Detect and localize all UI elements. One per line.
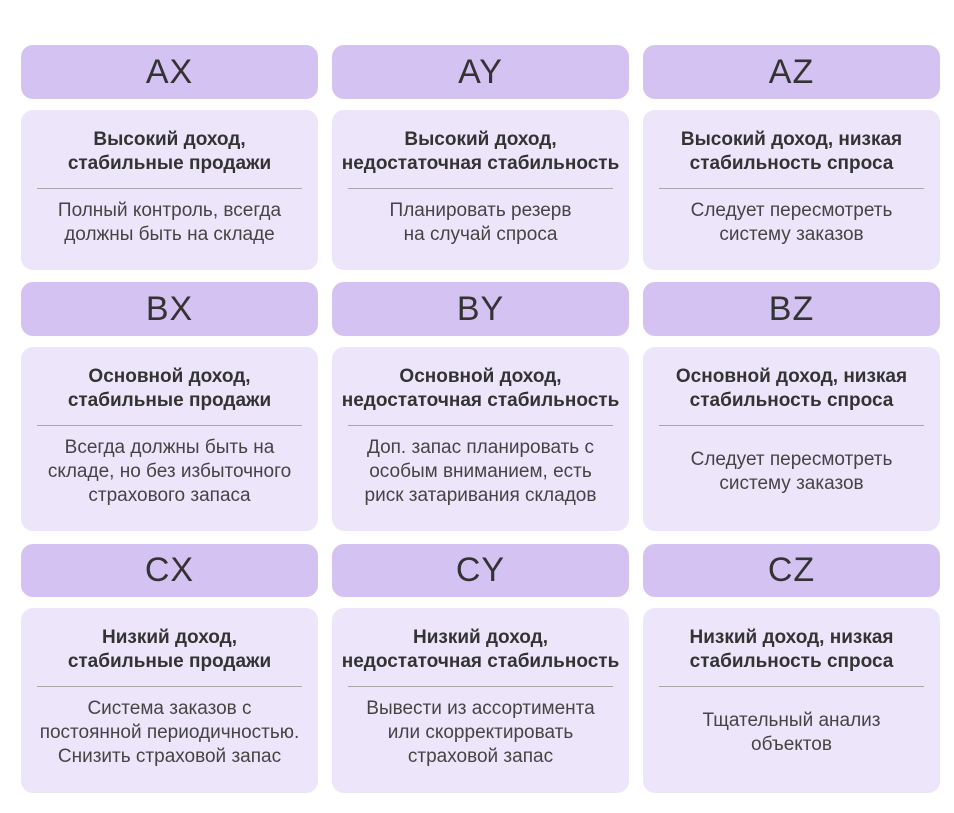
cell-description: Доп. запас планировать с особым внимание… bbox=[364, 436, 597, 506]
cell-header-by: BY bbox=[332, 282, 629, 336]
cell-header-bx: BX bbox=[21, 282, 318, 336]
cell-card-bz: Основной доход, низкая стабильность спро… bbox=[643, 347, 940, 531]
cell-title: Низкий доход, низкая стабильность спроса bbox=[689, 627, 894, 672]
divider bbox=[348, 425, 613, 426]
cell-title: Основной доход, низкая стабильность спро… bbox=[675, 366, 908, 411]
cell-card-az: Высокий доход, низкая стабильность спрос… bbox=[643, 110, 940, 270]
cell-header-ax: AX bbox=[21, 45, 318, 99]
cell-title: Высокий доход, стабильные продажи bbox=[67, 129, 272, 174]
cell-description: Система заказов с постоянной периодичнос… bbox=[39, 698, 300, 767]
cell-card-by: Основной доход, недостаточная стабильнос… bbox=[332, 347, 629, 531]
cell-description: Следует пересмотреть систему заказов bbox=[690, 448, 893, 494]
divider bbox=[37, 686, 302, 687]
divider bbox=[659, 686, 924, 687]
cell-card-cx: Низкий доход, стабильные продажи Система… bbox=[21, 608, 318, 793]
cell-title: Высокий доход, низкая стабильность спрос… bbox=[680, 129, 903, 174]
cell-header-az: AZ bbox=[643, 45, 940, 99]
divider bbox=[37, 188, 302, 189]
cell-header-ay: AY bbox=[332, 45, 629, 99]
cell-description: Всегда должны быть на складе, но без изб… bbox=[47, 436, 292, 506]
cell-description: Тщательный анализ объектов bbox=[702, 710, 881, 755]
divider bbox=[348, 188, 613, 189]
divider bbox=[348, 686, 613, 687]
cell-card-ax: Высокий доход, стабильные продажи Полный… bbox=[21, 110, 318, 270]
cell-title: Высокий доход, недостаточная стабильност… bbox=[341, 129, 620, 174]
cell-header-bz: BZ bbox=[643, 282, 940, 336]
cell-description: Вывести из ассортимента или скорректиров… bbox=[366, 698, 595, 767]
cell-title: Низкий доход, недостаточная стабильность bbox=[341, 627, 620, 672]
cell-description: Планировать резерв на случай спроса bbox=[389, 199, 572, 245]
cell-card-bx: Основной доход, стабильные продажи Всегд… bbox=[21, 347, 318, 531]
cell-card-ay: Высокий доход, недостаточная стабильност… bbox=[332, 110, 629, 270]
divider bbox=[37, 425, 302, 426]
cell-description: Следует пересмотреть систему заказов bbox=[690, 199, 893, 245]
cell-header-cy: CY bbox=[332, 544, 629, 597]
cell-header-cx: CX bbox=[21, 544, 318, 597]
cell-header-cz: CZ bbox=[643, 544, 940, 597]
divider bbox=[659, 188, 924, 189]
cell-title: Основной доход, недостаточная стабильнос… bbox=[341, 366, 620, 411]
cell-card-cy: Низкий доход, недостаточная стабильность… bbox=[332, 608, 629, 793]
cell-description: Полный контроль, всегда должны быть на с… bbox=[57, 199, 282, 245]
divider bbox=[659, 425, 924, 426]
cell-title: Основной доход, стабильные продажи bbox=[67, 366, 272, 411]
cell-title: Низкий доход, стабильные продажи bbox=[67, 627, 272, 672]
cell-card-cz: Низкий доход, низкая стабильность спроса… bbox=[643, 608, 940, 793]
